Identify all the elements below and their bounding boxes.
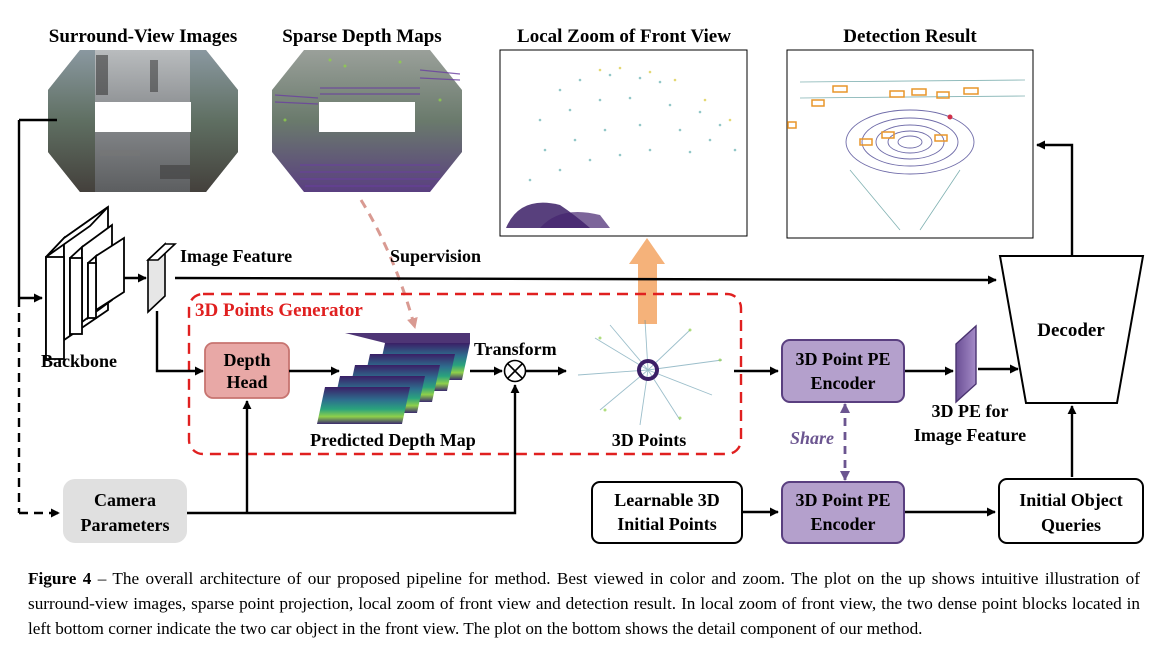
- generator-box: [187, 292, 743, 456]
- pe-feature-block: [955, 324, 977, 404]
- panel-title-zoom: Local Zoom of Front View: [517, 26, 731, 47]
- backbone-label: Backbone: [41, 351, 117, 371]
- transform-operator: [503, 359, 527, 383]
- image-feature-block: [145, 242, 178, 314]
- generator-label: 3D Points Generator: [195, 300, 363, 321]
- decoder-label: Decoder: [1037, 320, 1105, 341]
- sparse-depth-image: [272, 50, 462, 192]
- supervision-arrow: [359, 199, 418, 330]
- predicted-depth-label: Predicted Depth Map: [310, 430, 476, 450]
- local-zoom-panel: [499, 49, 748, 237]
- transform-label: Transform: [474, 339, 557, 359]
- depth-head-label-1: Depth: [223, 350, 270, 370]
- camera-params-label-2: Parameters: [81, 515, 170, 535]
- points-3d-cloud: [577, 319, 723, 426]
- predicted-depth-stack: [317, 333, 470, 424]
- zoom-up-arrow: [629, 238, 665, 324]
- depth-head-label-2: Head: [226, 372, 267, 392]
- caption-label: Figure 4: [28, 569, 92, 588]
- pe-encoder-bottom: [781, 481, 905, 544]
- share-label: Share: [790, 428, 834, 448]
- detection-result-panel: [786, 49, 1034, 239]
- pe-encoder-bottom-label-1: 3D Point PE: [795, 490, 890, 510]
- pe-encoder-top: [781, 339, 905, 403]
- supervision-label: Supervision: [390, 246, 481, 266]
- learnable-points-label-1: Learnable 3D: [614, 490, 720, 510]
- camera-params-box: [63, 479, 187, 543]
- image-feature-label: Image Feature: [180, 246, 292, 266]
- decoder-block: [998, 255, 1145, 404]
- panel-title-surround: Surround-View Images: [49, 26, 237, 47]
- points-3d-label: 3D Points: [612, 430, 687, 450]
- pe-feature-label-2: Image Feature: [914, 425, 1026, 445]
- surround-view-image: [48, 50, 238, 192]
- caption-text: – The overall architecture of our propos…: [28, 569, 1140, 638]
- panel-title-sparse: Sparse Depth Maps: [282, 26, 441, 47]
- pe-feature-label-1: 3D PE for: [932, 401, 1009, 421]
- learnable-points-label-2: Initial Points: [617, 514, 717, 534]
- pe-encoder-bottom-label-2: Encoder: [811, 514, 876, 534]
- figure-caption: Figure 4 – The overall architecture of o…: [28, 566, 1140, 641]
- architecture-diagram: Surround-View Images Sparse Depth Maps L…: [17, 26, 1145, 544]
- object-queries-label-1: Initial Object: [1019, 490, 1123, 510]
- camera-params-label-1: Camera: [94, 490, 156, 510]
- backbone-block: [45, 205, 125, 362]
- object-queries-box: [998, 478, 1144, 544]
- pe-encoder-top-label-1: 3D Point PE: [795, 349, 890, 369]
- object-queries-label-2: Queries: [1041, 515, 1101, 535]
- pe-encoder-top-label-2: Encoder: [811, 373, 876, 393]
- connector-arrows: [17, 118, 1077, 518]
- panel-title-detection: Detection Result: [843, 26, 977, 47]
